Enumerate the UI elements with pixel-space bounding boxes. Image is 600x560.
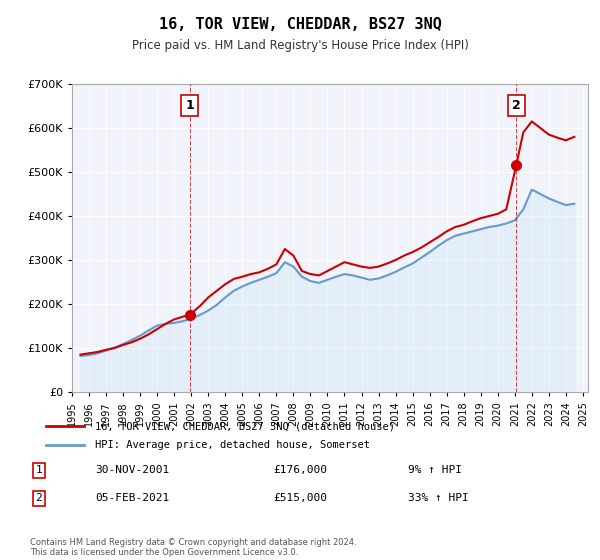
Text: Contains HM Land Registry data © Crown copyright and database right 2024.
This d: Contains HM Land Registry data © Crown c… [30,538,356,557]
Text: 33% ↑ HPI: 33% ↑ HPI [408,493,469,503]
Text: 2: 2 [35,493,42,503]
Text: 16, TOR VIEW, CHEDDAR, BS27 3NQ: 16, TOR VIEW, CHEDDAR, BS27 3NQ [158,17,442,32]
Text: 9% ↑ HPI: 9% ↑ HPI [408,465,462,475]
Text: £515,000: £515,000 [273,493,327,503]
Text: 30-NOV-2001: 30-NOV-2001 [95,465,169,475]
Text: 1: 1 [185,99,194,112]
Text: 16, TOR VIEW, CHEDDAR, BS27 3NQ (detached house): 16, TOR VIEW, CHEDDAR, BS27 3NQ (detache… [95,421,395,431]
Text: 05-FEB-2021: 05-FEB-2021 [95,493,169,503]
Text: 1: 1 [35,465,42,475]
Text: Price paid vs. HM Land Registry's House Price Index (HPI): Price paid vs. HM Land Registry's House … [131,39,469,52]
Text: 2: 2 [512,99,521,112]
Text: HPI: Average price, detached house, Somerset: HPI: Average price, detached house, Some… [95,440,370,450]
Text: £176,000: £176,000 [273,465,327,475]
